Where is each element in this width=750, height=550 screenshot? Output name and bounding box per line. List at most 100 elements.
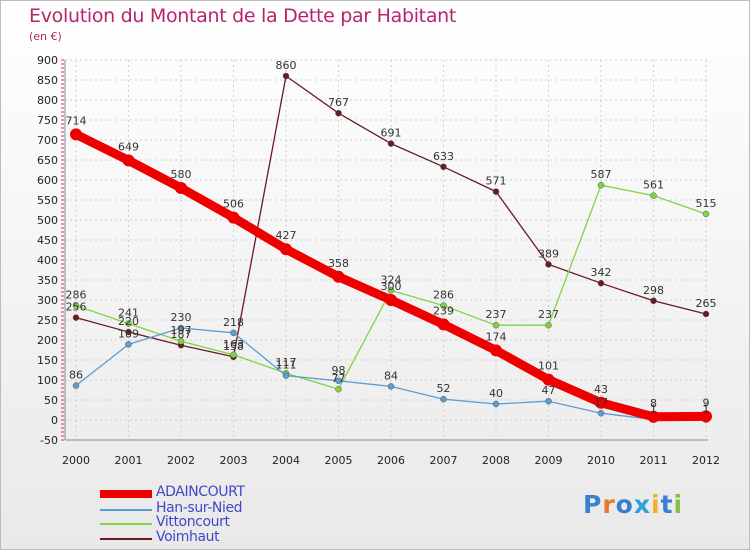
x-tick-label: 2011 [640, 454, 668, 467]
y-tick-label: 50 [44, 394, 58, 407]
data-label: 286 [433, 289, 454, 302]
logo-letter: t [660, 490, 674, 519]
logo-letter: o [615, 490, 634, 519]
y-tick-label: 700 [37, 134, 58, 147]
data-label: 633 [433, 150, 454, 163]
data-label: 43 [594, 383, 608, 396]
data-label: 561 [643, 179, 664, 192]
data-point [702, 310, 710, 318]
data-point [175, 182, 187, 194]
data-point [387, 287, 395, 294]
data-label: 77 [332, 372, 346, 385]
y-tick-label: 600 [37, 174, 58, 187]
data-label: 571 [486, 175, 507, 188]
data-label: 1 [703, 403, 710, 416]
data-label: 40 [489, 387, 503, 400]
data-label: 218 [223, 316, 244, 329]
data-label: 286 [66, 289, 87, 302]
legend-label: Vittoncourt [156, 514, 230, 530]
data-point [122, 154, 135, 167]
data-point [492, 188, 500, 195]
x-tick-label: 2010 [587, 454, 615, 467]
data-point [387, 383, 395, 390]
data-label: 1 [650, 403, 657, 416]
data-point [545, 261, 552, 268]
data-label: 515 [696, 197, 717, 210]
data-label: 101 [538, 360, 559, 373]
data-label: 117 [276, 356, 297, 369]
data-point [700, 410, 712, 423]
data-point [230, 329, 237, 337]
data-point [70, 128, 82, 141]
logo-letter: i [651, 490, 661, 519]
y-tick-label: 850 [37, 74, 58, 87]
data-label: 111 [276, 359, 297, 372]
x-tick-label: 2004 [272, 454, 300, 467]
x-tick-label: 2012 [692, 454, 720, 467]
data-point [282, 372, 290, 379]
y-tick-label: 650 [37, 154, 58, 167]
y-tick-label: 250 [37, 314, 58, 327]
data-point [492, 400, 500, 408]
data-point [490, 344, 502, 357]
data-label: 649 [118, 140, 139, 153]
data-label: 239 [433, 304, 454, 317]
y-tick-label: 350 [37, 274, 58, 287]
chart-title: Evolution du Montant de la Dette par Hab… [29, 5, 457, 27]
data-label: 187 [171, 328, 192, 341]
data-label: 230 [171, 311, 192, 324]
data-point [650, 192, 657, 199]
y-tick-label: 900 [37, 54, 58, 67]
data-point [125, 328, 132, 336]
data-label: 860 [276, 59, 297, 72]
y-tick-label: 400 [37, 254, 58, 267]
data-point [125, 341, 132, 348]
data-label: 691 [381, 127, 402, 140]
y-tick-label: 550 [37, 194, 58, 207]
data-label: 241 [118, 307, 139, 320]
data-point [335, 385, 342, 393]
x-tick-label: 2001 [115, 454, 143, 467]
x-tick-label: 2006 [377, 454, 405, 467]
data-label: 98 [332, 364, 346, 377]
y-tick-label: 0 [51, 414, 58, 427]
logo-letter: i [673, 490, 684, 519]
y-tick-label: 100 [37, 374, 58, 387]
logo-letter: P [583, 490, 603, 519]
data-label: 84 [384, 369, 398, 382]
data-point [595, 396, 607, 409]
y-tick-label: -50 [40, 434, 58, 447]
data-point [492, 321, 500, 329]
data-label: 158 [223, 340, 244, 353]
data-label: 197 [171, 324, 192, 337]
data-label: 256 [66, 301, 87, 314]
data-point [545, 321, 552, 329]
data-label: 580 [171, 168, 192, 181]
data-label: 52 [437, 382, 451, 395]
data-point [282, 72, 290, 80]
data-point [650, 297, 657, 305]
data-point [440, 395, 447, 403]
x-tick-label: 2008 [482, 454, 510, 467]
data-label: 342 [591, 266, 612, 279]
data-point [385, 294, 397, 306]
data-point [597, 181, 605, 189]
legend-label: ADAINCOURT [156, 484, 245, 500]
y-tick-label: 200 [37, 334, 58, 347]
data-point [280, 243, 292, 256]
data-point [597, 279, 605, 287]
data-label: 220 [118, 315, 139, 328]
data-label: 767 [328, 96, 349, 109]
chart-subtitle: (en €) [29, 30, 62, 43]
data-label: 298 [643, 284, 664, 297]
data-point [125, 320, 132, 327]
data-point [177, 324, 185, 332]
legend-label: Voimhaut [156, 529, 220, 545]
data-label: 86 [69, 369, 83, 382]
x-tick-label: 2007 [430, 454, 458, 467]
data-point [72, 382, 80, 389]
data-point [387, 140, 395, 147]
legend-swatch [100, 490, 152, 498]
